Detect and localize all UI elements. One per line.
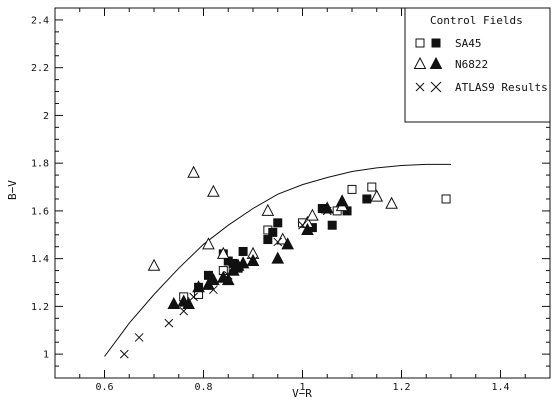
data-point-cross <box>322 206 332 216</box>
data-point-open-triangle <box>187 165 200 178</box>
y-tick-label: 1.6 <box>31 206 49 217</box>
data-point-open-triangle <box>147 258 161 271</box>
data-point-open-triangle <box>385 196 398 209</box>
y-axis: 1 1.2 1.4 1.6 1.8 2 2.2 2.4 <box>31 15 550 367</box>
data-point-open-triangle <box>202 237 215 250</box>
data-point-filled-triangle <box>221 273 235 286</box>
legend-marker-filled-triangle <box>429 56 443 69</box>
data-point-filled-triangle <box>182 296 195 309</box>
legend-markers <box>413 38 443 93</box>
legend-marker-large-cross <box>430 81 442 93</box>
data-point-cross <box>189 292 198 302</box>
x-tick-label: 1 <box>299 382 305 393</box>
legend-box <box>404 7 551 123</box>
x-tick-label: 1.2 <box>392 382 410 393</box>
data-point-filled-triangle <box>236 256 250 269</box>
x-tick-label: 1.4 <box>491 382 509 393</box>
data-point-open-triangle <box>276 232 290 245</box>
y-tick-label: 2.2 <box>31 63 49 74</box>
y-tick-label: 1.4 <box>31 254 49 265</box>
legend-label-atlas9: ATLAS9 Results <box>455 81 548 94</box>
legend-label-sa45: SA45 <box>455 37 482 50</box>
legend-label-n6822: N6822 <box>455 58 488 71</box>
x-tick-label: 0.8 <box>194 382 212 393</box>
data-point-open-triangle <box>216 246 230 259</box>
x-tick-label: 0.6 <box>95 382 113 393</box>
y-tick-label: 1.2 <box>31 302 49 313</box>
model-curve <box>104 163 451 357</box>
data-point-cross <box>273 237 283 247</box>
data-point-filled-triangle <box>281 237 294 250</box>
data-point-open-square <box>347 184 357 194</box>
data-point-open-triangle <box>306 208 319 221</box>
data-point-filled-triangle <box>207 273 220 286</box>
data-point-filled-triangle <box>167 296 181 309</box>
data-point-filled-square <box>238 246 248 256</box>
legend-marker-filled-square <box>431 38 441 48</box>
data-point-cross <box>134 333 144 342</box>
data-point-filled-square <box>268 227 278 237</box>
y-tick-label: 1 <box>43 350 49 361</box>
data-point-cross <box>119 349 129 359</box>
y-tick-label: 2.4 <box>31 15 49 26</box>
legend-marker-small-cross <box>415 82 425 92</box>
data-point-cross <box>164 318 174 328</box>
y-tick-label: 1.8 <box>31 159 49 170</box>
data-point-open-triangle <box>207 184 220 197</box>
data-point-open-triangle <box>370 189 384 202</box>
data-point-filled-square <box>362 194 372 204</box>
data-point-cross <box>223 271 233 280</box>
x-axis: 0.6 0.8 1 1.2 1.4 <box>79 8 526 393</box>
data-point-cross <box>209 285 218 295</box>
data-point-filled-triangle <box>301 222 314 235</box>
y-axis-title: B−V <box>6 180 19 200</box>
data-point-filled-square <box>327 220 337 230</box>
y-tick-label: 2 <box>43 111 49 122</box>
data-point-cross <box>179 306 189 316</box>
data-point-cross <box>298 220 307 230</box>
data-point-filled-triangle <box>246 253 260 267</box>
legend-title: Control Fields <box>430 14 523 27</box>
legend-marker-open-square <box>415 38 425 48</box>
data-point-filled-triangle <box>271 251 285 264</box>
data-point-filled-triangle <box>335 194 349 207</box>
data-point-filled-square <box>273 218 283 228</box>
x-axis-title: V−R <box>292 387 312 400</box>
data-point-cross <box>248 256 258 266</box>
data-point-filled-square <box>263 235 273 245</box>
data-point-open-square <box>367 182 377 192</box>
data-point-open-square <box>441 194 451 204</box>
data-points <box>119 165 451 359</box>
data-point-open-triangle <box>261 203 275 216</box>
legend-marker-open-triangle <box>413 56 427 69</box>
data-point-filled-triangle <box>192 280 205 293</box>
legend: Control Fields SA45 N6822 ATLAS9 Results <box>404 7 551 123</box>
